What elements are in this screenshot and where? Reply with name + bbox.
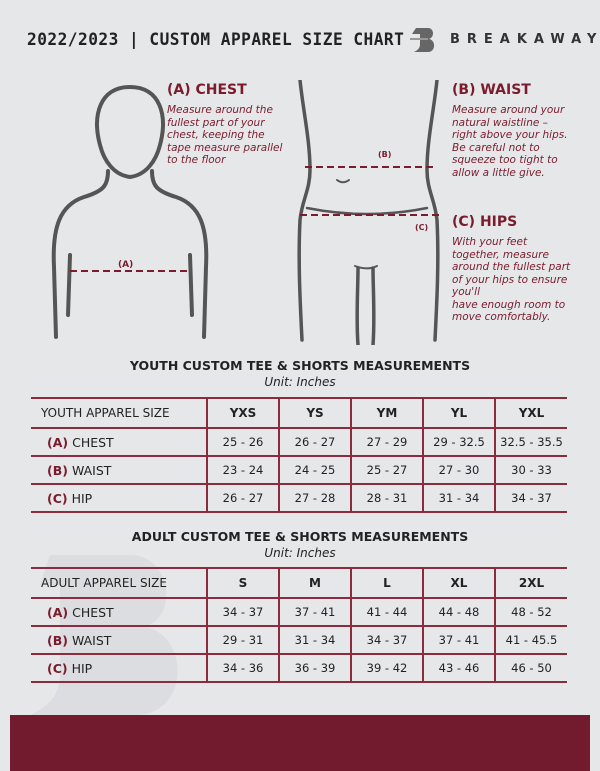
brand-name: BREAKAWAY [450,32,600,47]
table-cell: 34 - 36 [206,654,279,683]
chest-instructions: Measure around the fullest part of your ch… [167,104,283,166]
table-cell: 37 - 41 [278,598,351,627]
table-cell: 25 - 26 [206,428,279,457]
row-label: (A) CHEST [31,428,207,457]
table-cell: 24 - 25 [278,456,351,485]
header-cell: L [350,567,423,599]
table-cell: 41 - 45.5 [494,626,567,655]
table-cell: 30 - 33 [494,456,567,485]
table-row: (A) CHEST 34 - 37 37 - 41 41 - 44 44 - 48 48 … [31,598,567,627]
header-cell: YM [350,397,423,429]
chest-figure-illustration: (A) [51,84,209,339]
table-row: (C) HIP 26 - 27 27 - 28 28 - 31 31 - 34 34 - … [31,484,567,513]
table-cell: 26 - 27 [278,428,351,457]
table-cell: 27 - 29 [350,428,423,457]
row-label: (B) WAIST [31,626,207,655]
waist-instructions: Measure around your natural waistline – ri… [452,104,568,179]
waist-hips-figure-illustration: (B) (C) [297,80,443,345]
table-cell: 46 - 50 [494,654,567,683]
table-cell: 25 - 27 [350,456,423,485]
row-label: (C) HIP [31,484,207,513]
table-cell: 29 - 31 [206,626,279,655]
header-cell: YL [422,397,495,429]
table-cell: 23 - 24 [206,456,279,485]
adult-unit: Unit: Inches [264,546,336,560]
table-cell: 27 - 28 [278,484,351,513]
table-cell: 34 - 37 [494,484,567,513]
row-label: (C) HIP [31,654,207,683]
footer-bar [10,715,590,771]
adult-size-table: ADULT APPAREL SIZE S M L XL 2XL (A) CHEST 34 -… [31,567,567,683]
table-cell: 31 - 34 [278,626,351,655]
row-label: (B) WAIST [31,456,207,485]
youth-section-title: YOUTH CUSTOM TEE & SHORTS MEASUREMENTS [129,358,471,373]
hips-marker: (C) [415,223,428,232]
hips-heading: (C) HIPS [452,214,518,230]
header-cell: M [278,567,351,599]
table-row: (B) WAIST 23 - 24 24 - 25 25 - 27 27 - 30 30 … [31,456,567,485]
table-cell: 28 - 31 [350,484,423,513]
waist-marker: (B) [378,150,391,159]
waist-heading: (B) WAIST [452,82,531,98]
chest-heading: (A) CHEST [167,82,247,98]
header-cell: YOUTH APPAREL SIZE [31,397,207,429]
header-cell: YS [278,397,351,429]
header-cell: XL [422,567,495,599]
chest-marker: (A) [118,260,133,270]
header-cell: 2XL [494,567,567,599]
table-header-row: ADULT APPAREL SIZE S M L XL 2XL [31,567,567,599]
header-cell: ADULT APPAREL SIZE [31,567,207,599]
table-row: (B) WAIST 29 - 31 31 - 34 34 - 37 37 - 41 41 … [31,626,567,655]
header-cell: YXL [494,397,567,429]
table-cell: 41 - 44 [350,598,423,627]
table-cell: 32.5 - 35.5 [494,428,567,457]
table-cell: 27 - 30 [422,456,495,485]
table-row: (A) CHEST 25 - 26 26 - 27 27 - 29 29 - 32.5 3… [31,428,567,457]
table-cell: 37 - 41 [422,626,495,655]
adult-section-title: ADULT CUSTOM TEE & SHORTS MEASUREMENTS [131,529,469,544]
header-cell: S [206,567,279,599]
table-cell: 34 - 37 [350,626,423,655]
row-label: (A) CHEST [31,598,207,627]
table-cell: 43 - 46 [422,654,495,683]
youth-size-table: YOUTH APPAREL SIZE YXS YS YM YL YXL (A) CHEST… [31,397,567,513]
table-cell: 44 - 48 [422,598,495,627]
table-cell: 26 - 27 [206,484,279,513]
breakaway-logo-icon [410,28,435,52]
page-title: 2022/2023 | CUSTOM APPAREL SIZE CHART [27,30,405,50]
hips-instructions: With your feet together, measure around th… [452,236,571,323]
table-cell: 48 - 52 [494,598,567,627]
table-cell: 39 - 42 [350,654,423,683]
youth-unit: Unit: Inches [264,375,336,389]
table-header-row: YOUTH APPAREL SIZE YXS YS YM YL YXL [31,397,567,429]
table-cell: 34 - 37 [206,598,279,627]
table-row: (C) HIP 34 - 36 36 - 39 39 - 42 43 - 46 46 - … [31,654,567,683]
header-cell: YXS [206,397,279,429]
table-cell: 31 - 34 [422,484,495,513]
table-cell: 36 - 39 [278,654,351,683]
table-cell: 29 - 32.5 [422,428,495,457]
